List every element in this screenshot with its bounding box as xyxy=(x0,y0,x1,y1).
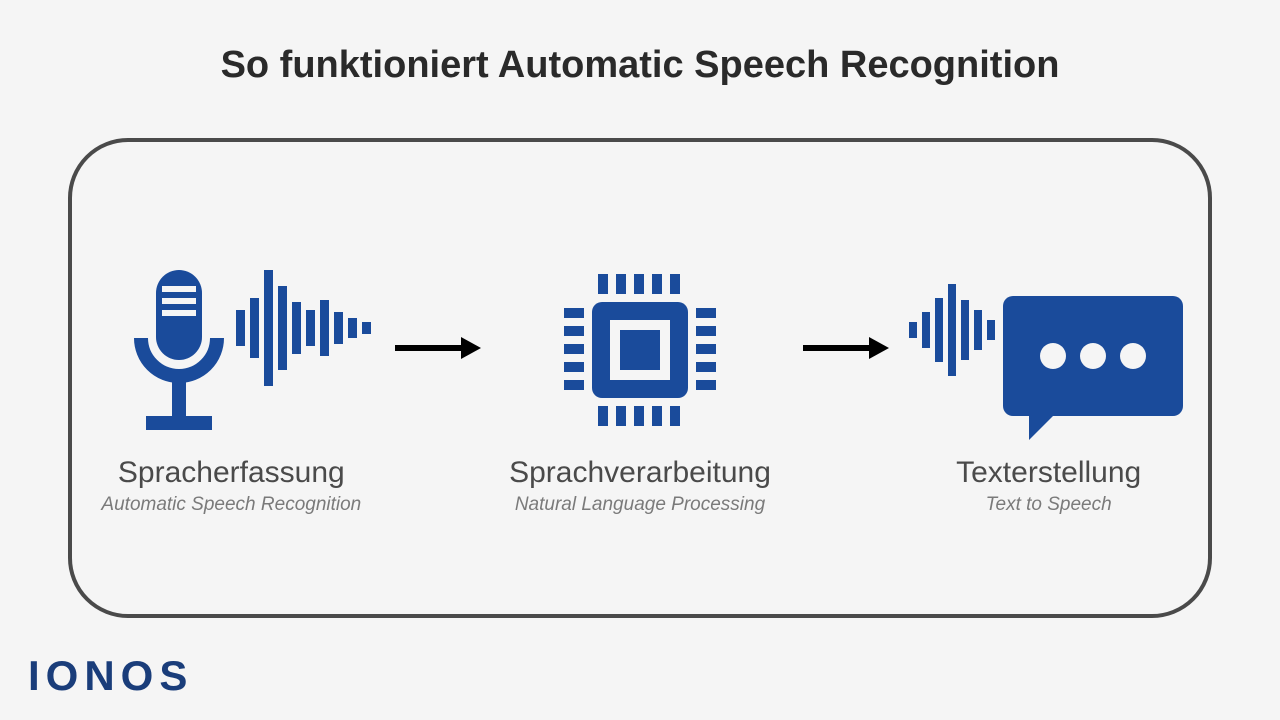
step-2: Sprachverarbeitung Natural Language Proc… xyxy=(481,250,800,516)
processor-chip-icon xyxy=(540,250,740,450)
diagram-frame: Spracherfassung Automatic Speech Recogni… xyxy=(68,138,1212,618)
diagram-title: So funktioniert Automatic Speech Recogni… xyxy=(0,0,1280,87)
step-1-label: Spracherfassung xyxy=(118,456,345,490)
arrow-2-icon xyxy=(799,333,889,363)
step-3: Texterstellung Text to Speech xyxy=(889,250,1208,516)
step-3-sublabel: Text to Speech xyxy=(986,494,1112,516)
microphone-waveform-icon xyxy=(86,250,376,450)
step-2-label: Sprachverarbeitung xyxy=(509,456,771,490)
step-2-sublabel: Natural Language Processing xyxy=(515,494,765,516)
arrow-1-icon xyxy=(391,333,481,363)
waveform-chat-icon xyxy=(899,250,1199,450)
steps-row: Spracherfassung Automatic Speech Recogni… xyxy=(72,250,1208,516)
brand-logo: IONOS xyxy=(28,652,193,700)
step-1: Spracherfassung Automatic Speech Recogni… xyxy=(72,250,391,516)
step-3-label: Texterstellung xyxy=(956,456,1141,490)
step-1-sublabel: Automatic Speech Recognition xyxy=(101,494,361,516)
